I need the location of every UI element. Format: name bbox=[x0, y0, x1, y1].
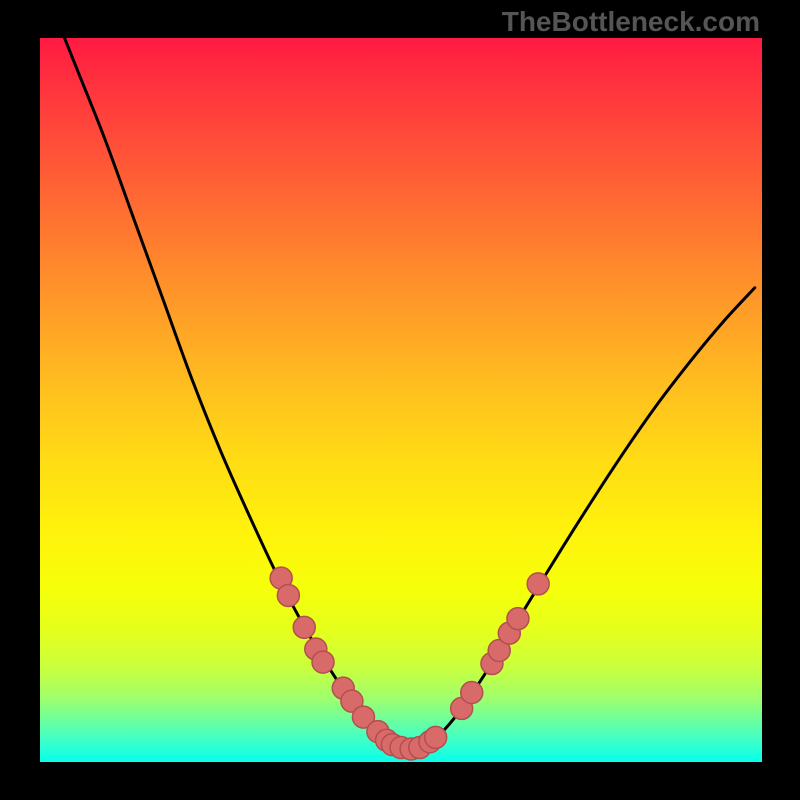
watermark-text: TheBottleneck.com bbox=[502, 6, 760, 38]
chart-canvas: TheBottleneck.com bbox=[0, 0, 800, 800]
data-marker bbox=[293, 616, 315, 638]
left-curve bbox=[47, 0, 405, 751]
data-marker bbox=[312, 651, 334, 673]
data-marker bbox=[425, 726, 447, 748]
plot-area bbox=[40, 38, 762, 762]
data-marker bbox=[277, 584, 299, 606]
chart-overlay bbox=[40, 38, 762, 762]
data-marker bbox=[461, 682, 483, 704]
right-curve bbox=[405, 288, 754, 751]
data-marker bbox=[507, 608, 529, 630]
data-marker bbox=[527, 573, 549, 595]
